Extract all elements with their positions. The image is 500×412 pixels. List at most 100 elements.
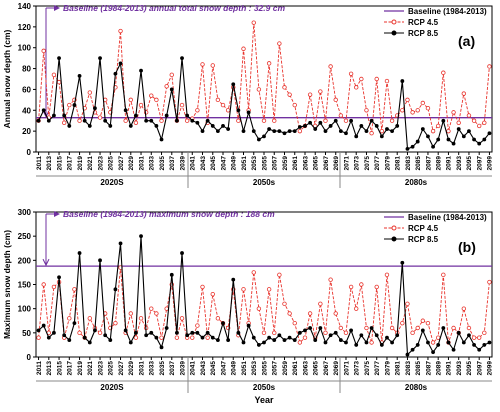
data-point [215, 129, 220, 134]
data-point [292, 102, 297, 108]
x-tick-label: 2057 [272, 361, 279, 376]
data-point [348, 284, 354, 290]
x-tick-label: 2093 [456, 156, 463, 171]
x-tick-label: 2055 [261, 361, 268, 376]
data-point [62, 113, 67, 118]
x-tick-label: 2091 [446, 361, 453, 376]
data-point [46, 118, 51, 123]
data-point [292, 129, 297, 134]
x-tick-label: 2033 [149, 156, 156, 171]
data-point [87, 316, 92, 321]
data-point [369, 340, 374, 345]
data-point [343, 118, 349, 123]
series-line [38, 236, 490, 356]
data-point [261, 118, 267, 123]
data-point [303, 328, 307, 333]
data-point [344, 340, 348, 345]
data-point [487, 64, 492, 69]
data-point [405, 352, 410, 357]
y-tick-label: 0 [27, 148, 32, 157]
data-point [287, 311, 292, 316]
data-point [482, 330, 487, 336]
data-point [267, 335, 272, 340]
data-point [313, 127, 318, 131]
data-point [67, 124, 72, 128]
x-tick-label: 2085 [415, 156, 422, 171]
data-point [482, 120, 487, 125]
data-point [159, 118, 164, 123]
data-point [225, 108, 231, 113]
data-point [41, 282, 46, 287]
data-point [205, 330, 210, 335]
x-tick-label: 2023 [97, 156, 104, 171]
data-point [446, 137, 451, 142]
x-tick-label: 2015 [56, 361, 63, 376]
data-point [456, 127, 461, 131]
data-point [374, 284, 379, 290]
x-tick-label: 2095 [466, 361, 473, 376]
data-point [149, 306, 154, 311]
data-point [431, 350, 435, 355]
data-point [190, 330, 195, 335]
data-point [108, 124, 113, 128]
x-tick-label: 2019 [77, 361, 84, 376]
y-tick-label: 20 [22, 127, 31, 136]
data-point [297, 125, 302, 129]
x-tick-label: 2035 [159, 156, 166, 171]
x-tick-label: 2063 [302, 156, 309, 171]
data-point [318, 89, 323, 94]
x-tick-label: 2041 [190, 156, 197, 171]
data-point [441, 272, 446, 278]
x-tick-label: 2081 [395, 361, 402, 376]
data-point [277, 41, 282, 46]
data-point [400, 260, 405, 265]
x-tick-label: 2097 [476, 361, 483, 376]
x-tick-label: 2079 [384, 361, 391, 376]
data-point [241, 287, 246, 292]
data-point [256, 343, 261, 347]
x-axis-title: Year [254, 395, 274, 405]
x-tick-label: 2045 [210, 361, 217, 376]
x-tick-label: 2039 [179, 361, 186, 376]
data-point [46, 335, 51, 340]
data-point [200, 335, 205, 340]
data-point [128, 124, 133, 128]
data-point [476, 123, 482, 129]
data-point [415, 139, 420, 144]
data-point [154, 97, 159, 103]
x-tick-label: 2071 [343, 156, 350, 171]
data-point [323, 129, 328, 134]
period-label: 2080s [405, 178, 428, 187]
data-point [323, 330, 328, 336]
data-point [108, 338, 113, 342]
data-point [210, 335, 215, 340]
y-axis-title: Annual snow depth (cm) [2, 29, 12, 128]
data-point [369, 326, 374, 330]
x-tick-label: 2099 [487, 361, 494, 376]
x-tick-label: 2085 [415, 361, 422, 376]
data-point [277, 333, 282, 338]
data-point [359, 282, 364, 287]
legend-label: Baseline (1984-2013) [408, 213, 487, 222]
x-tick-label: 2067 [323, 361, 330, 376]
data-point [272, 338, 277, 342]
data-point [461, 134, 466, 139]
data-point [103, 333, 108, 338]
data-point [236, 108, 241, 113]
data-point [77, 251, 82, 255]
data-point [261, 330, 267, 336]
data-point [451, 110, 456, 115]
x-tick-label: 2059 [282, 156, 289, 171]
data-point [128, 340, 133, 345]
data-point [426, 134, 430, 139]
data-point [318, 326, 323, 330]
data-point [246, 110, 251, 115]
data-point [231, 277, 236, 282]
x-tick-label: 2013 [46, 361, 53, 376]
data-point [472, 343, 476, 347]
y-tick-label: 140 [18, 2, 32, 11]
x-tick-label: 2087 [425, 156, 432, 171]
data-point [338, 113, 344, 118]
x-tick-label: 2071 [343, 361, 350, 376]
